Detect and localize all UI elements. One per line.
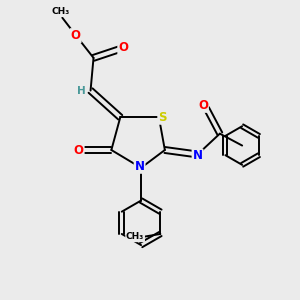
- Text: S: S: [158, 111, 167, 124]
- Text: O: O: [71, 29, 81, 42]
- Text: O: O: [118, 41, 128, 54]
- Text: CH₃: CH₃: [52, 7, 70, 16]
- Text: O: O: [74, 143, 84, 157]
- Text: CH₃: CH₃: [126, 232, 144, 242]
- Text: N: N: [193, 149, 202, 162]
- Text: N: N: [135, 160, 145, 173]
- Text: H: H: [77, 85, 85, 96]
- Text: O: O: [198, 99, 208, 112]
